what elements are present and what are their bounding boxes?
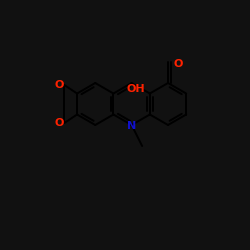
Text: OH: OH <box>126 84 145 94</box>
Text: N: N <box>127 121 136 131</box>
Text: O: O <box>55 80 64 90</box>
Text: O: O <box>173 59 183 69</box>
Text: O: O <box>55 118 64 128</box>
